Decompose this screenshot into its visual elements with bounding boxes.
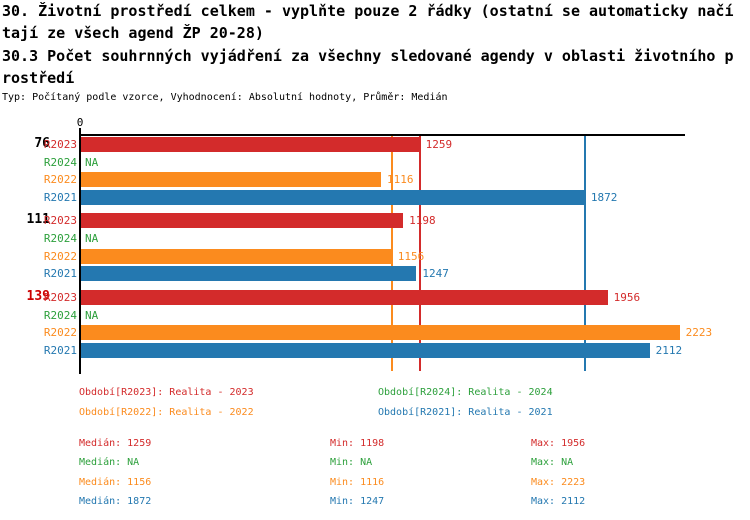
- bar-R2022-group-0: [80, 172, 382, 188]
- median-line-R2022: [390, 134, 393, 371]
- legend-item-R2022: Období[R2022]: Realita - 2022: [79, 407, 254, 418]
- bar-R2021-group-1: [80, 266, 417, 282]
- series-row-label-R2021: R2021: [43, 191, 77, 204]
- stat-max-R2022: Max: 2223: [531, 476, 586, 488]
- x-axis-line: [80, 134, 685, 136]
- bar-value-label: 2223: [685, 326, 713, 340]
- series-row-label-R2023: R2023: [43, 214, 77, 228]
- bar-value-label: 2112: [655, 343, 683, 357]
- report-meta-line: Typ: Počítaný podle vzorce, Vyhodnocení:…: [2, 92, 448, 103]
- group-label: 139: [26, 288, 50, 304]
- series-row-label-R2021: R2021: [43, 267, 77, 281]
- bar-value-label: 1198: [409, 214, 436, 228]
- report-title-line-2: tají ze všech agend ŽP 20-28): [2, 24, 264, 42]
- stat-min-R2021: Min: 1247: [330, 495, 385, 507]
- stat-min-R2023: Min: 1198: [330, 438, 385, 449]
- median-line-R2021: [583, 134, 586, 371]
- series-row-label-R2024: R2024: [43, 308, 77, 322]
- report-subtitle-line-2: rostředí: [2, 69, 75, 87]
- bar-R2022-group-2: [80, 325, 680, 341]
- stat-median-R2021: Medián: 1872: [79, 495, 152, 507]
- group-label: 111: [26, 212, 50, 228]
- series-row-label-R2023: R2023: [43, 290, 77, 304]
- group-label: 76: [34, 136, 50, 151]
- stat-max-R2021: Max: 2112: [531, 495, 586, 507]
- axis-origin-label: 0: [76, 116, 84, 129]
- bar-na-label: NA: [85, 308, 99, 322]
- legend-item-R2023: Období[R2023]: Realita - 2023: [79, 387, 254, 398]
- stat-median-R2022: Medián: 1156: [79, 476, 152, 488]
- bar-value-label: 1156: [397, 249, 425, 263]
- stat-median-R2023: Medián: 1259: [79, 438, 152, 449]
- bar-chart: 76 R2023 1259 R2024 NA R2022 1116 R2021 1872 111 R…: [26, 116, 713, 374]
- legend-item-R2024: Období[R2024]: Realita - 2024: [378, 387, 553, 398]
- bar-R2021-group-2: [80, 342, 650, 358]
- report-subtitle-line-1: 30.3 Počet souhrnných vyjádření za všech…: [2, 47, 734, 65]
- bar-value-label: 1956: [613, 290, 641, 304]
- bar-R2022-group-1: [80, 248, 392, 264]
- bar-value-label: 1872: [590, 191, 618, 204]
- stat-median-R2024: Medián: NA: [79, 457, 140, 469]
- legend-item-R2021: Období[R2021]: Realita - 2021: [378, 407, 553, 418]
- chart-stats: Medián: 1259 Min: 1198 Max: 1956 Medián: NA…: [0, 430, 750, 520]
- bar-value-label: 1259: [425, 138, 453, 151]
- bar-R2021-group-0: [80, 190, 585, 205]
- series-row-label-R2024: R2024: [43, 155, 77, 169]
- stat-min-R2024: Min: NA: [330, 457, 373, 469]
- median-line-R2023: [418, 134, 421, 371]
- bar-R2023-group-2: [80, 289, 608, 305]
- report-title-line-1: 30. Životní prostředí celkem - vyplňte p…: [2, 2, 734, 20]
- stat-max-R2024: Max: NA: [531, 457, 574, 469]
- chart-legend: Období[R2023]: Realita - 2023 Období[R202…: [0, 380, 750, 425]
- bar-value-label: 1247: [422, 267, 449, 281]
- bar-na-label: NA: [85, 155, 99, 169]
- series-row-label-R2022: R2022: [43, 249, 77, 263]
- series-row-label-R2022: R2022: [43, 326, 77, 340]
- stat-max-R2023: Max: 1956: [531, 438, 586, 449]
- bar-value-label: 1116: [387, 173, 414, 187]
- series-row-label-R2023: R2023: [43, 138, 77, 151]
- bar-R2023-group-1: [80, 213, 404, 229]
- series-row-label-R2024: R2024: [43, 232, 77, 246]
- y-axis-line: [79, 128, 81, 374]
- bar-R2023-group-0: [80, 137, 420, 152]
- series-row-label-R2022: R2022: [43, 173, 77, 187]
- stat-min-R2022: Min: 1116: [330, 476, 385, 488]
- series-row-label-R2021: R2021: [43, 343, 77, 357]
- bar-na-label: NA: [85, 232, 99, 246]
